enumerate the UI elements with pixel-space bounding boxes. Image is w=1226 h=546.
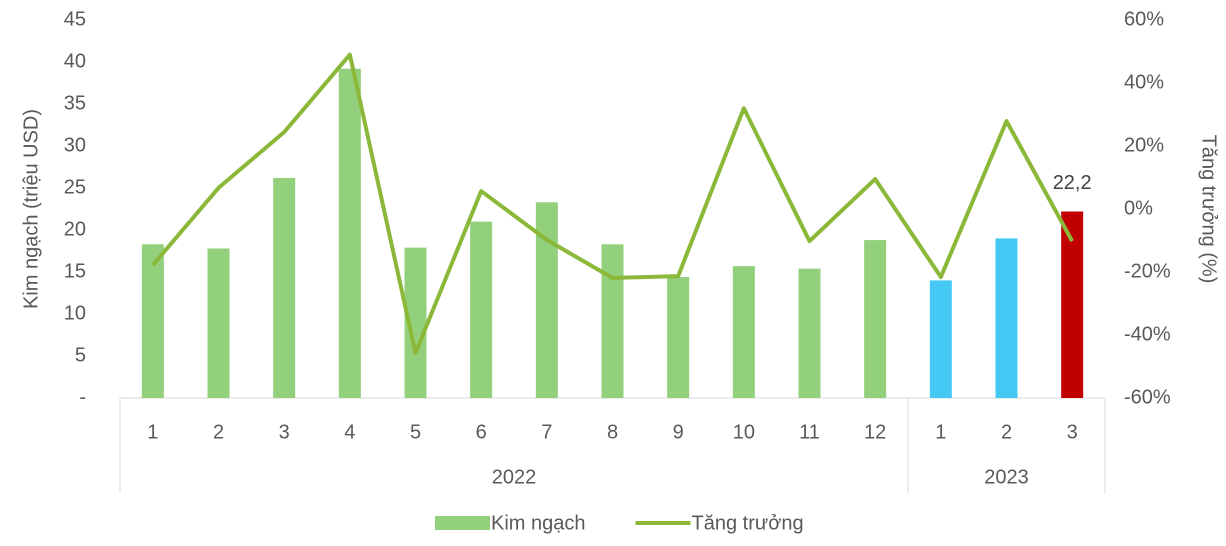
data-label: 22,2 (1053, 172, 1092, 194)
x-group-label: 2023 (984, 466, 1029, 488)
legend-swatch (435, 516, 490, 530)
x-group-label: 2022 (492, 466, 537, 488)
bar (404, 247, 427, 398)
legend-label: Kim ngạch (491, 512, 586, 534)
bar (798, 268, 821, 398)
x-tick-label: 6 (476, 421, 487, 443)
y2-tick-label: 40% (1124, 71, 1164, 93)
x-tick-label: 1 (147, 421, 158, 443)
bar (601, 244, 624, 398)
y-tick-label: 35 (64, 92, 86, 114)
x-tick-label: 2 (213, 421, 224, 443)
y-tick-label: 15 (64, 260, 86, 282)
x-tick-label: 7 (541, 421, 552, 443)
y-axis-label: Kim ngạch (triệu USD) (20, 109, 42, 309)
bar (273, 177, 296, 398)
bar (864, 240, 887, 398)
y2-tick-label: -40% (1124, 323, 1171, 345)
bar (667, 277, 690, 398)
bar (1061, 211, 1084, 398)
y-tick-label: - (79, 386, 86, 408)
bar (535, 202, 558, 398)
bar (207, 248, 230, 398)
x-tick-label: 4 (344, 421, 355, 443)
bar (929, 280, 952, 398)
x-tick-label: 9 (673, 421, 684, 443)
y-tick-label: 45 (64, 8, 86, 30)
x-tick-label: 10 (733, 421, 755, 443)
bar (338, 68, 361, 398)
x-tick-label: 11 (799, 421, 820, 443)
bar (141, 244, 164, 398)
y-tick-label: 40 (64, 50, 86, 72)
y2-tick-label: -20% (1124, 260, 1171, 282)
y2-tick-label: 20% (1124, 134, 1164, 156)
y-tick-label: 25 (64, 176, 86, 198)
bar (995, 238, 1018, 398)
y2-tick-label: 0% (1124, 197, 1153, 219)
y2-axis-label: Tăng trưởng (%) (1198, 135, 1220, 284)
x-tick-label: 3 (1067, 421, 1078, 443)
line (151, 52, 1074, 355)
y-tick-label: 20 (64, 218, 86, 240)
x-tick-label: 5 (410, 421, 421, 443)
y-tick-label: 10 (64, 302, 86, 324)
x-tick-label: 8 (607, 421, 618, 443)
x-tick-label: 2 (1001, 421, 1012, 443)
y2-tick-label: 60% (1124, 8, 1164, 30)
x-tick-label: 12 (864, 421, 886, 443)
y2-tick-label: -60% (1124, 386, 1171, 408)
y-tick-label: 5 (75, 344, 86, 366)
y-tick-label: 30 (64, 134, 86, 156)
x-tick-label: 1 (935, 421, 946, 443)
bar (470, 221, 493, 398)
bar (732, 266, 755, 398)
x-tick-label: 3 (279, 421, 290, 443)
legend-label: Tăng trưởng (692, 512, 804, 534)
